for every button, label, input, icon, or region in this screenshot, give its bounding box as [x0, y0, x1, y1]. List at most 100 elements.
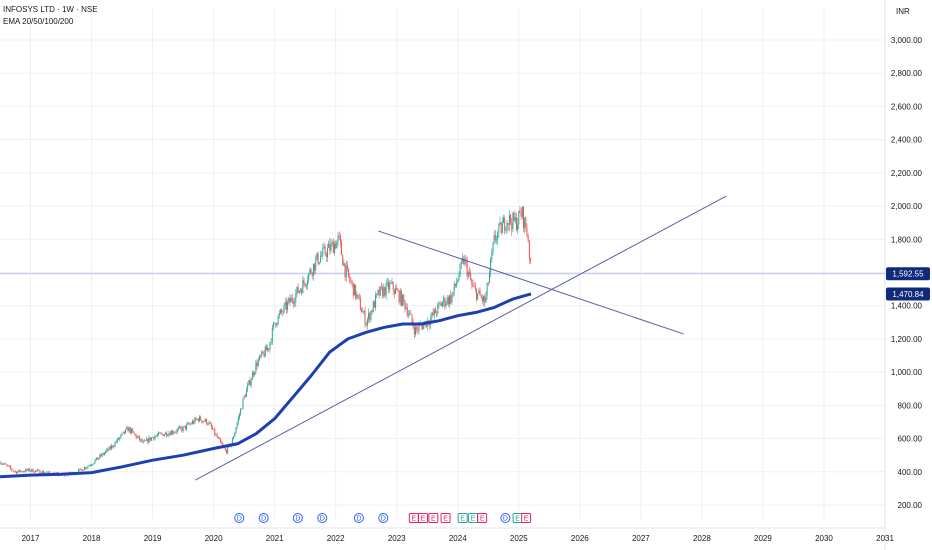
candle-body	[503, 218, 505, 223]
candle-body	[155, 435, 157, 437]
candle-series[interactable]	[0, 205, 532, 477]
candle-body	[269, 342, 271, 350]
trendline	[195, 195, 727, 481]
candle-body	[249, 380, 251, 386]
x-tick-label: 2024	[449, 534, 467, 543]
candle-body	[439, 303, 441, 304]
candle-body	[99, 454, 101, 459]
candle-body	[338, 235, 340, 237]
candle-body	[24, 471, 26, 473]
candle-body	[196, 418, 198, 420]
candle-body	[314, 263, 316, 271]
candle-body	[484, 296, 486, 303]
time-axis[interactable]: 2017 2018 2019 2020 2021 2022 2023 2024 2025 2026…	[22, 534, 895, 543]
candle-body	[10, 466, 12, 469]
candle-body	[48, 471, 50, 473]
candle-body	[262, 351, 264, 354]
candle-body	[325, 254, 327, 258]
candle-body	[330, 243, 332, 251]
candle-body	[490, 259, 492, 273]
candle-body	[105, 451, 107, 453]
candle-body	[296, 286, 298, 294]
candle-body	[310, 269, 312, 274]
candle-body	[403, 294, 405, 301]
x-tick-label: 2021	[266, 534, 284, 543]
candle-body	[220, 439, 222, 443]
candle-body	[506, 223, 508, 230]
candle-body	[370, 310, 372, 320]
earnings-marker	[440, 513, 451, 523]
candle-body	[89, 465, 91, 466]
candle-body	[454, 283, 456, 286]
candle-body	[28, 468, 30, 472]
candle-body	[480, 295, 482, 298]
candle-body	[302, 280, 304, 294]
candle-body	[86, 467, 88, 469]
candle-body	[297, 286, 299, 293]
candle-body	[311, 273, 313, 276]
candle-body	[291, 297, 293, 302]
candle-body	[84, 467, 86, 470]
candle-body	[255, 362, 257, 373]
candle-body	[139, 436, 141, 441]
candle-body	[398, 290, 400, 303]
candle-body	[258, 355, 260, 361]
ema-200-line[interactable]	[0, 292, 532, 479]
candle-body	[452, 292, 454, 296]
candle-body	[520, 212, 522, 217]
candle-body	[513, 212, 515, 221]
candle-body	[457, 280, 459, 283]
event-marker-label: E	[411, 516, 416, 523]
candle-body	[130, 429, 132, 433]
trendline	[378, 230, 684, 335]
candle-body	[362, 311, 364, 313]
symbol-title[interactable]: INFOSYS LTD · 1W · NSE	[3, 5, 98, 14]
candle-body	[18, 469, 20, 472]
candle-body	[438, 303, 440, 305]
candle-body	[525, 217, 527, 229]
candle-body	[149, 437, 151, 441]
candle-body	[208, 422, 210, 425]
candle-body	[19, 469, 21, 472]
candle-body	[180, 426, 182, 428]
candle-body	[466, 261, 468, 277]
candle-body	[265, 346, 267, 351]
candle-body	[386, 282, 388, 283]
candle-body	[202, 421, 204, 423]
candle-body	[440, 303, 442, 306]
candle-body	[413, 327, 415, 335]
candle-body	[79, 468, 81, 470]
candle-body	[479, 290, 481, 296]
event-marker-label: D	[381, 516, 386, 523]
candle-body	[184, 425, 186, 429]
candle-body	[26, 469, 28, 471]
candle-body	[389, 283, 391, 290]
candle-body	[295, 293, 297, 303]
candle-body	[392, 281, 394, 291]
candle-body	[431, 312, 433, 318]
candle-body	[395, 288, 397, 294]
candle-body	[129, 427, 131, 433]
candle-body	[376, 293, 378, 296]
candle-body	[37, 469, 39, 471]
trendlines[interactable]	[195, 195, 727, 481]
candle-body	[323, 246, 325, 248]
candle-body	[170, 430, 172, 436]
indicator-label[interactable]: EMA 20/50/100/200	[3, 17, 74, 26]
candle-body	[156, 434, 158, 436]
candle-body	[478, 290, 480, 293]
candle-body	[31, 468, 33, 471]
candle-body	[210, 423, 212, 428]
candle-body	[342, 255, 344, 266]
candle-body	[397, 290, 399, 291]
candle-body	[238, 414, 240, 418]
currency-label[interactable]: INR	[896, 7, 910, 16]
candle-body	[8, 465, 10, 467]
candle-body	[278, 313, 280, 316]
candle-body	[203, 421, 205, 422]
candle-body	[242, 398, 244, 409]
earnings-marker	[477, 513, 488, 523]
candle-body	[33, 472, 35, 473]
